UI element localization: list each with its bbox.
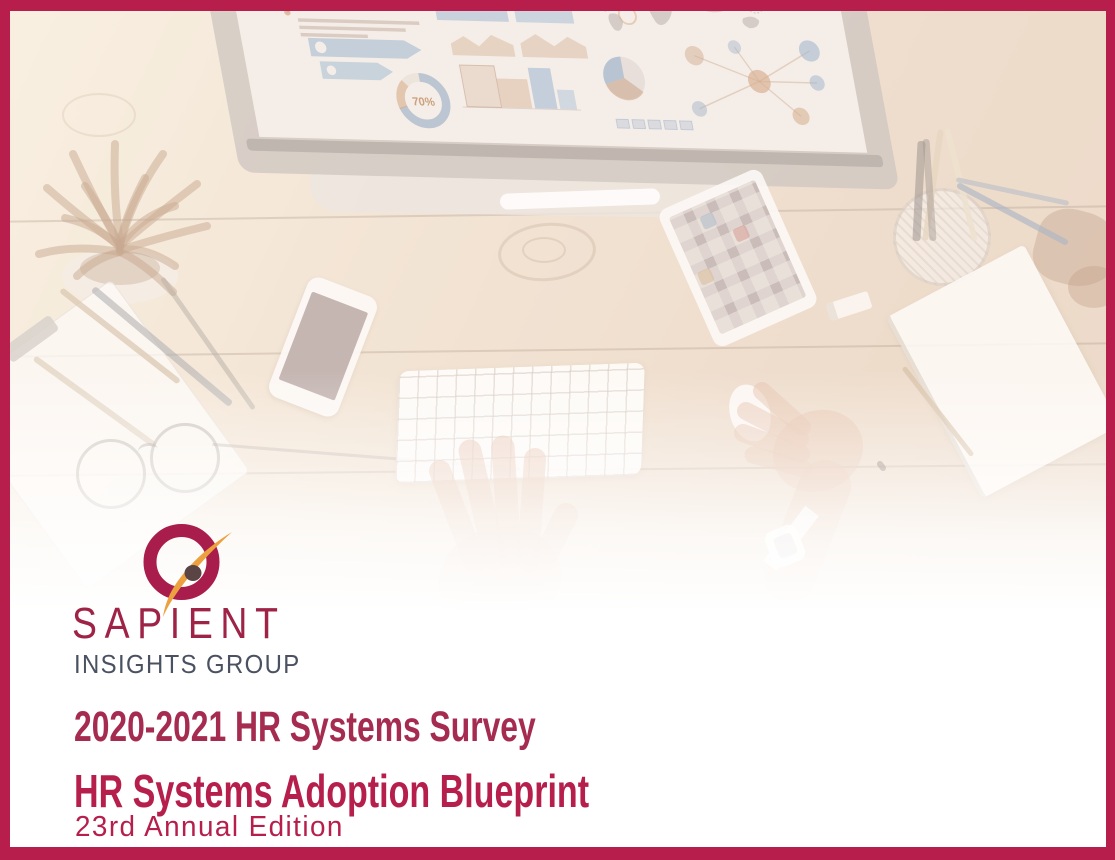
logo-brand-text: SAPIENT xyxy=(72,599,286,648)
survey-title: 2020-2021 HR Systems Survey xyxy=(74,703,536,751)
sapient-logo-icon xyxy=(143,524,232,617)
logo-subtitle-text: INSIGHTS GROUP xyxy=(74,649,301,679)
cover-canvas: 70% xyxy=(10,11,1106,847)
edition-label: 23rd Annual Edition xyxy=(75,811,344,843)
report-title: HR Systems Adoption Blueprint xyxy=(74,765,590,817)
desk-photo: 70% xyxy=(10,11,1106,631)
